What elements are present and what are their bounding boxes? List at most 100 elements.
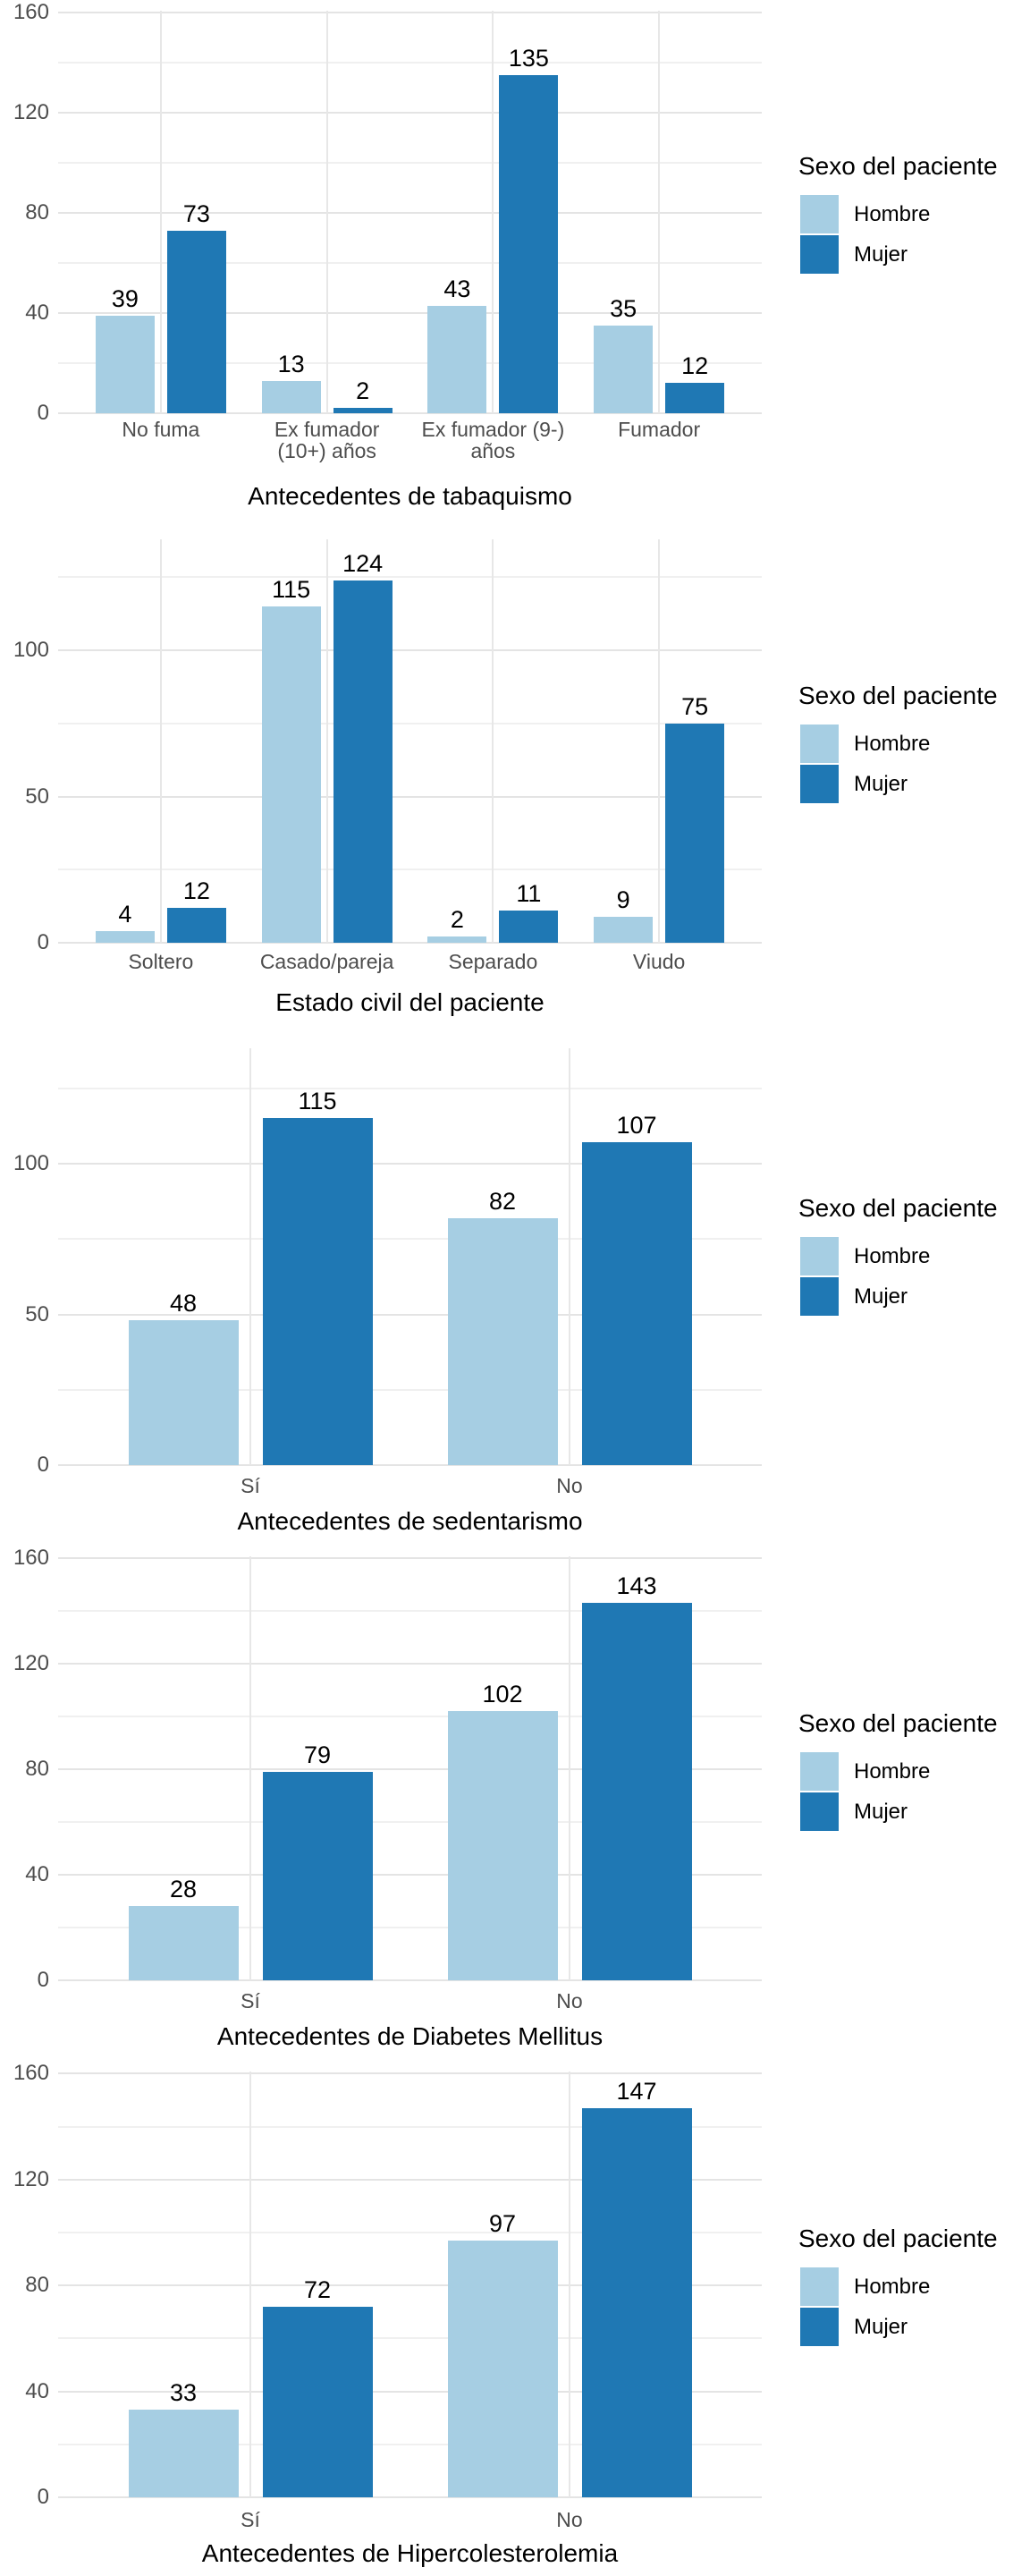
- y-tick-label: 120: [13, 100, 49, 124]
- legend-swatch: [800, 195, 839, 233]
- x-tick-label: Viudo: [552, 951, 766, 972]
- legend-item-label: Mujer: [854, 1799, 908, 1824]
- bar-hombre: [594, 326, 654, 413]
- gridline-major: [58, 112, 762, 114]
- bar-hombre: [95, 930, 155, 943]
- bar-hombre: [261, 606, 321, 943]
- gridline-minor: [58, 1610, 762, 1612]
- y-tick-label: 50: [25, 1301, 49, 1326]
- bar-hombre: [447, 2240, 558, 2497]
- x-tick-line: (10+) años: [277, 439, 376, 462]
- legend-item: Mujer: [798, 1277, 998, 1316]
- bar-value-label: 79: [303, 1741, 332, 1768]
- gridline-vertical: [492, 11, 494, 413]
- legend-title: Sexo del paciente: [798, 1194, 998, 1222]
- legend-swatch: [800, 1752, 839, 1791]
- bar-value-label: 124: [342, 549, 384, 577]
- x-tick-label: No: [462, 2509, 677, 2530]
- gridline-major: [58, 2072, 762, 2075]
- x-tick-label: Fumador: [552, 419, 766, 440]
- bar-value-label: 107: [616, 1112, 657, 1140]
- y-tick-label: 160: [13, 1546, 49, 1570]
- bar-value-label: 97: [488, 2209, 517, 2237]
- bar-mujer: [581, 1603, 692, 1980]
- bar-hombre: [447, 1217, 558, 1465]
- legend-item: Mujer: [798, 235, 998, 274]
- bar-value-label: 28: [169, 1876, 198, 1903]
- x-tick-line: Casado/pareja: [259, 950, 394, 973]
- y-tick-label: 160: [13, 2061, 49, 2086]
- x-tick-label: Ex fumador (10+) años: [220, 419, 435, 462]
- legend-swatch: [800, 2308, 839, 2346]
- x-tick-line: No fuma: [122, 418, 200, 441]
- gridline-minor: [58, 362, 762, 364]
- y-tick-label: 40: [25, 2378, 49, 2403]
- legend-title: Sexo del paciente: [798, 1709, 998, 1737]
- bar-value-label: 48: [169, 1290, 198, 1318]
- gridline-major: [58, 2390, 762, 2393]
- x-tick-label: Sí: [143, 1990, 358, 2012]
- x-tick-line: Soltero: [128, 950, 194, 973]
- bar-value-label: 102: [482, 1681, 523, 1708]
- legend-swatch: [800, 235, 839, 274]
- bar-hombre: [128, 1906, 239, 1980]
- gridline-vertical: [159, 539, 162, 943]
- legend-item: Hombre: [798, 1752, 998, 1791]
- x-tick-line: Sí: [241, 1989, 260, 2012]
- legend-item: Hombre: [798, 195, 998, 233]
- bar-mujer: [166, 230, 226, 413]
- legend-item-label: Hombre: [854, 731, 931, 756]
- x-tick-line: Fumador: [618, 418, 701, 441]
- legend-item-label: Mujer: [854, 1284, 908, 1309]
- bar-mujer: [665, 723, 725, 943]
- bar-mujer: [581, 2107, 692, 2497]
- bar-mujer: [262, 2306, 373, 2497]
- y-tick-label: 40: [25, 1862, 49, 1886]
- legend-item-label: Mujer: [854, 2314, 908, 2339]
- x-tick-line: No: [556, 1989, 583, 2012]
- gridline-major: [58, 1163, 762, 1165]
- x-tick-label: Ex fumador (9-) años: [385, 419, 600, 462]
- gridline-major: [58, 942, 762, 944]
- x-tick-label: Casado/pareja: [220, 951, 435, 972]
- y-tick-label: 0: [37, 2485, 49, 2509]
- gridline-vertical: [249, 1048, 251, 1465]
- legend-title: Sexo del paciente: [798, 682, 998, 709]
- gridline-minor: [58, 1388, 762, 1391]
- bar-value-label: 82: [488, 1187, 517, 1215]
- legend-swatch: [800, 765, 839, 803]
- gridline-major: [58, 649, 762, 651]
- gridline-major: [58, 312, 762, 314]
- bar-value-label: 33: [169, 2379, 198, 2407]
- chart-2: 0 50 100 4 115 2 9 12 124 11 75 Soltero Casado/parej…: [0, 515, 1030, 1030]
- gridline-minor: [58, 2232, 762, 2233]
- bar-hombre: [427, 305, 487, 413]
- bar-value-label: 72: [303, 2275, 332, 2303]
- gridline-major: [58, 1663, 762, 1665]
- legend-item-label: Mujer: [854, 242, 908, 267]
- x-tick-line: Viudo: [632, 950, 686, 973]
- y-tick-label: 80: [25, 1757, 49, 1781]
- legend-item-label: Hombre: [854, 201, 931, 226]
- gridline-minor: [58, 62, 762, 64]
- bar-value-label: 43: [443, 275, 471, 302]
- gridline-major: [58, 795, 762, 798]
- x-tick-line: Ex fumador (9-): [421, 418, 565, 441]
- legend-swatch: [800, 724, 839, 763]
- bar-mujer: [499, 75, 559, 413]
- y-tick-label: 100: [13, 1151, 49, 1175]
- legend-swatch: [800, 1277, 839, 1316]
- gridline-minor: [58, 576, 762, 579]
- bar-value-label: 115: [272, 575, 311, 603]
- chart-5: 0 40 80 120 160 33 97 72 147 Sí No Antecedentes de …: [0, 2061, 1030, 2576]
- bar-value-label: 13: [277, 350, 305, 377]
- legend-swatch: [800, 1792, 839, 1831]
- chart-1: 0 40 80 120 160 39 13 43 35 73 2 135 12 No fuma Ex fum…: [0, 0, 1030, 515]
- legend: Sexo del paciente Hombre Mujer: [798, 1196, 998, 1318]
- bar-mujer: [665, 383, 725, 413]
- gridline-vertical: [159, 11, 162, 413]
- legend: Sexo del paciente Hombre Mujer: [798, 1711, 998, 1833]
- legend-item: Mujer: [798, 2308, 998, 2346]
- legend-swatch: [800, 2267, 839, 2306]
